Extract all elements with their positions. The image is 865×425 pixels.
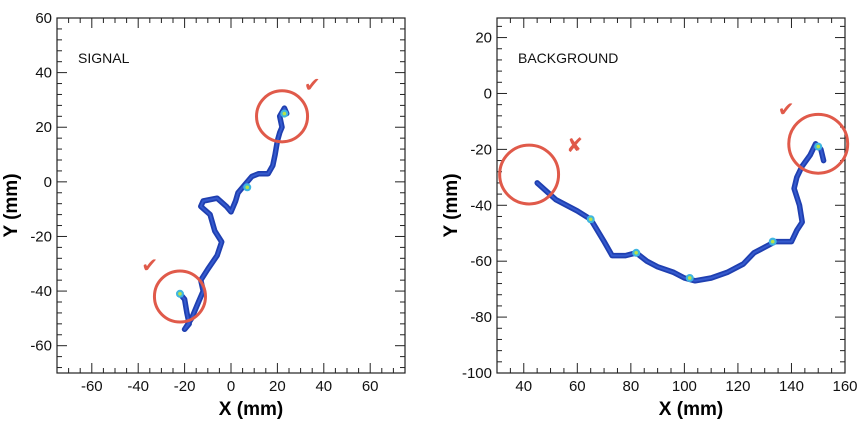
y-tick-label: 40: [35, 65, 52, 82]
vertex-circle-check: [152, 269, 207, 324]
y-tick-label: -20: [470, 141, 492, 158]
y-tick-label: 0: [484, 85, 492, 102]
vertex-circle-cross: [498, 143, 561, 206]
x-tick-label: 160: [832, 378, 857, 395]
track-hotspot-core: [178, 292, 182, 296]
x-axis-title: X (mm): [219, 399, 283, 420]
x-axis-title: X (mm): [659, 399, 723, 420]
check-icon: ✔: [778, 97, 795, 121]
cross-icon: ✘: [566, 133, 583, 157]
x-tick-label: 60: [569, 378, 586, 395]
x-tick-label: 40: [315, 378, 332, 395]
check-icon: ✔: [141, 253, 158, 277]
x-tick-label: 100: [672, 378, 697, 395]
panel-background: 40 60 80 100 120 140 160 -100 -80 -60 -40 -20 0 20 X (…: [441, 17, 858, 420]
panel-label: BACKGROUND: [518, 50, 618, 66]
x-tick-label: 20: [269, 378, 286, 395]
y-axis-title: Y (mm): [1, 173, 22, 237]
vertex-circle-check: [787, 112, 850, 175]
plot-frame: [56, 17, 406, 374]
track-hotspot-core: [588, 217, 593, 222]
y-tick-label: 20: [475, 30, 492, 47]
panel-signal: -60 -40 -20 0 20 40 60 -60 -40 -20 0 20 40 60 X (mm) Y …: [1, 10, 406, 420]
y-tick-label: 60: [35, 10, 52, 27]
track-hotspot-core: [282, 111, 287, 116]
track-line: [177, 105, 290, 333]
track-core: [179, 107, 288, 331]
track-hotspot-core: [245, 185, 250, 190]
check-icon: ✔: [304, 73, 321, 97]
track-hotspot-core: [770, 239, 775, 244]
y-tick-label: -60: [30, 338, 52, 355]
y-tick-label: -40: [470, 197, 492, 214]
y-tick-label: -40: [30, 283, 52, 300]
y-axis-title: Y (mm): [441, 173, 462, 237]
y-tick-label: -100: [462, 365, 492, 382]
track-hotspot-core: [816, 144, 821, 149]
x-tick-label: -40: [127, 378, 149, 395]
track-core: [536, 142, 825, 282]
panel-label: SIGNAL: [78, 50, 130, 66]
y-tick-label: 0: [44, 174, 52, 191]
track-hotspot-core: [687, 276, 692, 280]
x-tick-label: 40: [515, 378, 532, 395]
y-tick-label: 20: [35, 119, 52, 136]
x-tick-label: -20: [174, 378, 196, 395]
y-tick-label: -60: [470, 253, 492, 270]
x-tick-label: 80: [623, 378, 640, 395]
vertex-circle-check: [255, 89, 310, 144]
y-tick-label: -80: [470, 309, 492, 326]
x-tick-label: 120: [725, 378, 750, 395]
x-tick-label: 140: [779, 378, 804, 395]
y-tick-label: -20: [30, 228, 52, 245]
x-tick-label: -60: [81, 378, 103, 395]
x-tick-label: 60: [362, 378, 379, 395]
x-tick-label: 0: [227, 378, 235, 395]
track-hotspot-core: [634, 251, 638, 255]
